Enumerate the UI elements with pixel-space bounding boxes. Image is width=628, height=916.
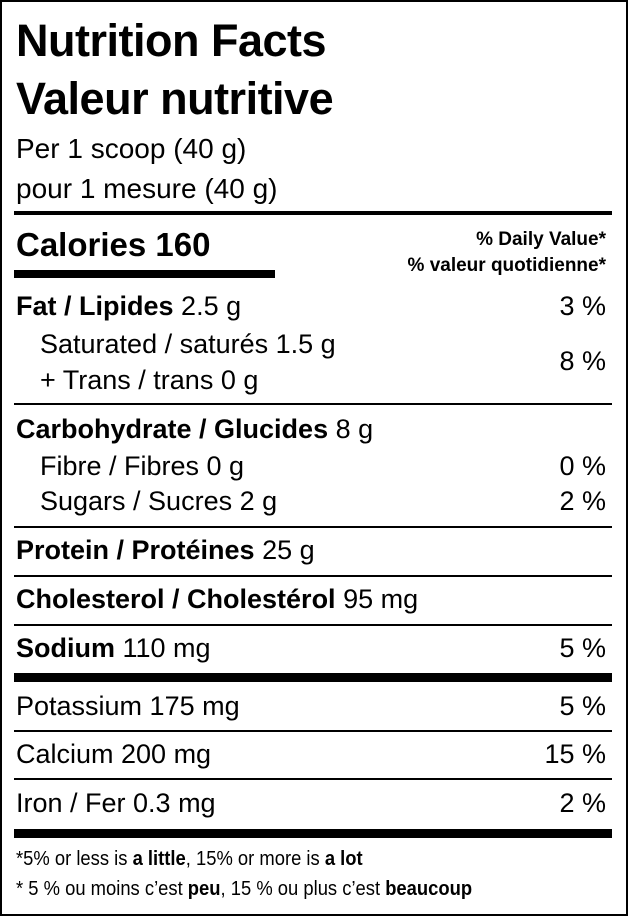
- cholesterol-amount: 95 mg: [343, 584, 419, 614]
- title-en: Nutrition Facts: [16, 15, 327, 66]
- row-potassium: Potassium 175 mg 5 %: [16, 690, 606, 722]
- sodium-label: Sodium: [16, 633, 115, 663]
- divider: [14, 575, 612, 577]
- title-fr: Valeur nutritive: [16, 73, 334, 124]
- saturated-trans-pct: 8 %: [559, 346, 606, 376]
- calcium-pct: 15 %: [544, 739, 606, 769]
- row-cholesterol: Cholesterol / Cholestérol 95 mg: [16, 583, 606, 615]
- row-fibre: Fibre / Fibres 0 g 0 %: [40, 450, 606, 482]
- footnote-text: * 5 % ou moins c’est: [16, 878, 188, 900]
- thick-divider: [14, 829, 612, 838]
- calories: Calories 160: [16, 226, 210, 264]
- footnote-fr: * 5 % ou moins c’est peu, 15 % ou plus c…: [16, 876, 472, 902]
- protein-amount: 25 g: [262, 535, 315, 565]
- carbohydrate-label: Carbohydrate / Glucides: [16, 414, 329, 444]
- iron-pct: 2 %: [559, 788, 606, 818]
- divider: [14, 778, 612, 780]
- divider: [14, 403, 612, 405]
- cholesterol-label: Cholesterol / Cholestérol: [16, 584, 336, 614]
- footnote-text: , 15% or more is: [185, 848, 325, 870]
- sodium-pct: 5 %: [559, 633, 606, 663]
- divider: [14, 211, 612, 215]
- potassium-label: Potassium 175 mg: [16, 691, 240, 721]
- footnote-bold: beaucoup: [385, 878, 473, 900]
- fibre-pct: 0 %: [559, 451, 606, 481]
- divider: [14, 730, 612, 732]
- calories-value: 160: [155, 226, 211, 263]
- sodium-amount: 110 mg: [122, 633, 211, 663]
- row-sugars: Sugars / Sucres 2 g 2 %: [40, 485, 606, 517]
- row-trans: + Trans / trans 0 g: [40, 365, 259, 395]
- divider: [14, 526, 612, 528]
- calcium-label: Calcium 200 mg: [16, 739, 212, 769]
- footnote-bold: a lot: [324, 848, 363, 870]
- serving-size-en: Per 1 scoop (40 g): [16, 133, 247, 164]
- footnote-text: *5% or less is: [16, 848, 133, 870]
- calories-label: Calories: [16, 226, 147, 263]
- row-saturated: Saturated / saturés 1.5 g: [40, 329, 336, 359]
- footnote-bold: a little: [132, 848, 186, 870]
- sugars-pct: 2 %: [559, 486, 606, 516]
- row-sodium: Sodium 110 mg 5 %: [16, 632, 606, 664]
- serving-size-fr: pour 1 mesure (40 g): [16, 173, 278, 204]
- calories-underline: [14, 270, 275, 278]
- fat-amount: 2.5 g: [181, 291, 242, 321]
- row-carbohydrate: Carbohydrate / Glucides 8 g: [16, 413, 606, 445]
- daily-value-en: % Daily Value*: [476, 229, 606, 250]
- protein-label: Protein / Protéines: [16, 535, 255, 565]
- row-calcium: Calcium 200 mg 15 %: [16, 738, 606, 770]
- iron-label: Iron / Fer 0.3 mg: [16, 788, 216, 818]
- row-protein: Protein / Protéines 25 g: [16, 534, 606, 566]
- carbohydrate-amount: 8 g: [335, 414, 374, 444]
- footnote-en: *5% or less is a little, 15% or more is …: [16, 846, 363, 872]
- daily-value-fr: % valeur quotidienne*: [407, 255, 606, 276]
- divider: [14, 624, 612, 626]
- row-fat: Fat / Lipides 2.5 g 3 %: [16, 290, 606, 322]
- fat-pct: 3 %: [559, 291, 606, 321]
- thick-divider: [14, 673, 612, 682]
- footnote-text: , 15 % ou plus c’est: [220, 878, 386, 900]
- fat-label: Fat / Lipides: [16, 291, 174, 321]
- footnote-bold: peu: [187, 878, 221, 900]
- row-iron: Iron / Fer 0.3 mg 2 %: [16, 787, 606, 819]
- fibre-label: Fibre / Fibres 0 g: [40, 451, 245, 481]
- sugars-label: Sugars / Sucres 2 g: [40, 486, 278, 516]
- potassium-pct: 5 %: [559, 691, 606, 721]
